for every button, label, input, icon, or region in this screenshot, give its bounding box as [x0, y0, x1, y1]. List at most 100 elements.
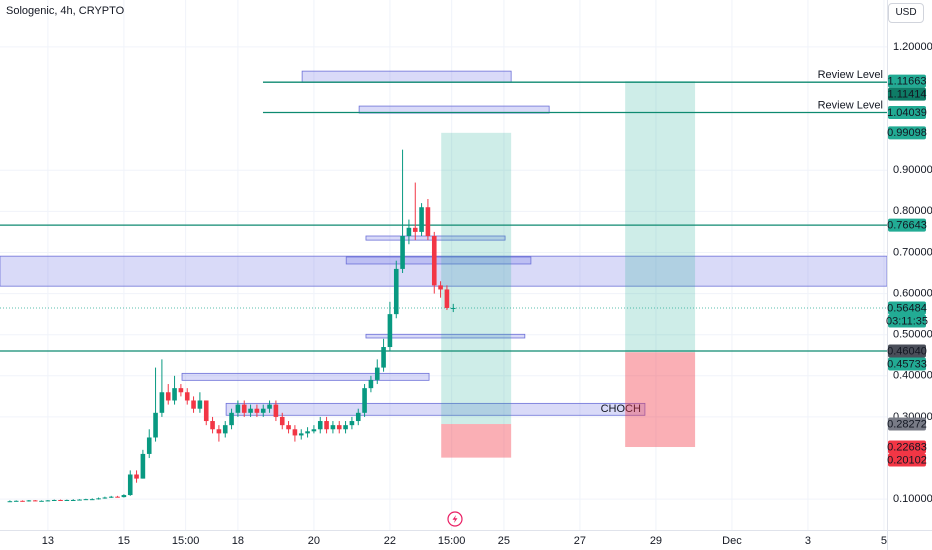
candle-body: [83, 499, 89, 501]
price-tag-label: 0.76643: [887, 220, 927, 232]
zone-label: CHOCH: [601, 403, 641, 415]
candle-body: [32, 500, 38, 502]
candle-body: [203, 400, 209, 422]
candle-body: [222, 425, 228, 434]
price-tag: [888, 218, 926, 232]
candle-body: [216, 429, 222, 434]
x-tick-label: 29: [650, 535, 662, 547]
zone: [225, 402, 646, 416]
candle-body: [210, 421, 215, 430]
price-tag-label: 0.20102: [887, 454, 927, 466]
candle-body: [254, 408, 260, 413]
icon-bolt: [452, 515, 458, 523]
candle-body: [374, 367, 380, 380]
candle-body: [146, 437, 152, 454]
x-tick-label: 20: [308, 535, 320, 547]
candle-body: [438, 285, 443, 290]
candle-body: [349, 421, 355, 426]
candles: [7, 149, 456, 503]
y-tick-label: 0.40000: [893, 370, 932, 382]
candle-body: [286, 425, 291, 430]
candle-body: [191, 400, 196, 409]
candle-body: [26, 500, 32, 502]
x-tick-label: 5: [881, 535, 887, 547]
replay-icon[interactable]: [447, 511, 463, 527]
candle-body: [197, 400, 203, 409]
candle-body: [153, 412, 158, 438]
symbol-title: Sologenic, 4h, CRYPTO: [6, 5, 125, 17]
price-tag-label: 0.56484: [887, 302, 927, 314]
price-tag: [888, 440, 926, 454]
countdown-label: 03:11:35: [886, 315, 928, 327]
y-tick-label: 0.80000: [893, 205, 932, 217]
zone: [0, 255, 888, 287]
candle-body: [273, 404, 279, 417]
price-tag-label: 0.28272: [887, 418, 927, 430]
y-tick-label: 0.10000: [893, 493, 932, 505]
candle-body: [241, 404, 247, 413]
candle-body: [298, 433, 304, 436]
x-tick-label: 15:00: [438, 535, 466, 547]
candle-body: [184, 392, 190, 401]
candle-body: [355, 412, 361, 422]
candle-body: [267, 404, 272, 409]
price-tag-label: 1.04039: [887, 107, 927, 119]
candle-body: [70, 499, 76, 501]
price-tag: [888, 74, 926, 88]
currency-button[interactable]: USD: [888, 3, 924, 23]
y-tick-label: 0.70000: [893, 246, 932, 258]
price-tags: 0.99098 0.28272 0.20102 1.11663 0.45733 0.226…: [886, 74, 928, 467]
y-tick-label: 0.90000: [893, 164, 932, 176]
price-tag-label: 1.11414: [888, 89, 927, 101]
candle-body: [51, 499, 57, 501]
candle-body: [279, 416, 285, 426]
candle-body: [381, 347, 386, 368]
x-tick-label: Dec: [722, 535, 742, 547]
candle-body: [450, 307, 456, 309]
y-tick-label: 1.20000: [893, 41, 932, 53]
candle-body: [425, 207, 431, 237]
candle-body: [400, 236, 405, 269]
candle-body: [235, 404, 241, 413]
candle-body: [292, 429, 298, 436]
candle-body: [140, 453, 146, 479]
zone: [365, 333, 526, 339]
price-tag: [888, 453, 926, 467]
candle-body: [419, 207, 424, 232]
candle-body: [89, 499, 95, 501]
candle-body: [64, 499, 70, 501]
y-tick-label: 0.60000: [893, 287, 932, 299]
candle-body: [178, 388, 184, 393]
candle-body: [248, 408, 253, 413]
price-tag-label: 0.99098: [887, 127, 927, 139]
candle-body: [229, 412, 234, 426]
x-tick-label: 18: [232, 535, 244, 547]
candle-body: [115, 496, 120, 498]
grid: [0, 0, 887, 530]
candle-body: [172, 388, 177, 401]
countdown-tag: [888, 314, 926, 328]
candle-body: [77, 499, 82, 501]
candle-body: [102, 497, 108, 499]
candle-body: [121, 495, 127, 498]
candle-body: [13, 500, 19, 502]
x-tick-label: 22: [384, 535, 396, 547]
candle-body: [134, 474, 139, 479]
x-tick-label: 27: [574, 535, 586, 547]
candle-body: [362, 388, 367, 413]
price-tag: [888, 301, 926, 315]
y-tick-label: 0.50000: [893, 329, 932, 341]
candle-body: [317, 421, 323, 430]
x-tick-label: 15: [118, 535, 130, 547]
zone: [301, 70, 512, 83]
price-tag: [888, 417, 926, 431]
profit-zone: [625, 81, 696, 353]
candle-body: [387, 314, 393, 348]
line-note: Review Level: [818, 99, 883, 111]
x-tick-label: 3: [805, 535, 811, 547]
candle-body: [165, 392, 171, 401]
